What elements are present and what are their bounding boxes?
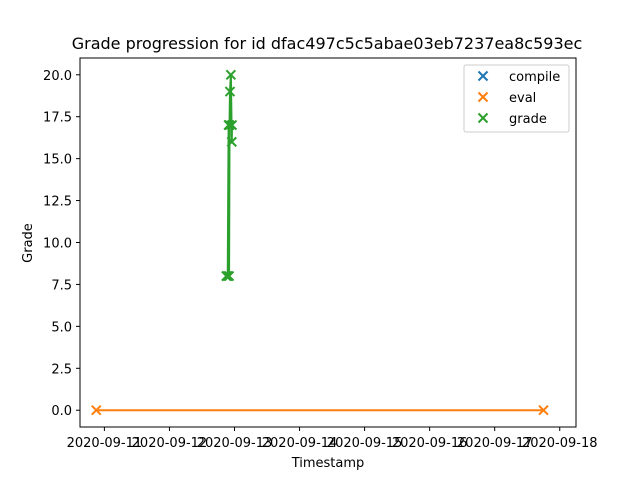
legend-label: eval — [509, 91, 536, 106]
y-tick-label: 10.0 — [43, 237, 72, 252]
legend-marker-compile — [477, 70, 489, 82]
y-tick-label: 20.0 — [43, 69, 72, 84]
data-point-grade — [223, 270, 235, 282]
data-point-grade — [224, 119, 235, 131]
x-tick-label: 2020-09-17 — [457, 436, 533, 451]
x-axis-label: Timestamp — [291, 456, 365, 471]
legend-box — [463, 64, 570, 133]
data-point-grade — [224, 86, 236, 97]
x-tick-label: 2020-09-15 — [327, 436, 403, 451]
x-tick-label: 2020-09-16 — [392, 436, 468, 451]
x-tick-label: 2020-09-14 — [262, 436, 338, 451]
legend-label: compile — [509, 70, 560, 85]
x-tick-label: 2020-09-11 — [67, 436, 143, 451]
plot-marks — [91, 69, 549, 416]
legend: compile eval grade — [463, 64, 570, 133]
x-axis: 2020-09-112020-09-122020-09-132020-09-14… — [67, 427, 598, 451]
y-tick-label: 17.5 — [43, 111, 72, 126]
y-axis: 0.0 2.5 5.0 7.5 10.0 12.5 15.0 17.5 20.0 — [43, 69, 80, 419]
data-point-eval — [91, 405, 102, 416]
y-tick-label: 0.0 — [51, 404, 72, 419]
y-tick-label: 2.5 — [51, 362, 72, 377]
y-tick-label: 5.0 — [51, 320, 72, 335]
data-point-grade — [226, 136, 237, 148]
data-point-grade — [225, 69, 237, 80]
y-tick-label: 12.5 — [43, 195, 72, 210]
chart-title: Grade progression for id dfac497c5c5abae… — [72, 34, 583, 53]
x-tick-label: 2020-09-18 — [522, 436, 598, 451]
x-tick-label: 2020-09-12 — [132, 436, 208, 451]
legend-marker-eval — [477, 91, 489, 103]
data-point-eval — [538, 405, 549, 416]
legend-marker-grade — [477, 112, 489, 124]
legend-label: grade — [509, 112, 547, 127]
x-tick-label: 2020-09-13 — [197, 436, 273, 451]
data-point-grade — [226, 119, 238, 131]
y-tick-label: 7.5 — [51, 278, 72, 293]
y-tick-label: 15.0 — [43, 153, 72, 168]
y-axis-label: Grade — [21, 223, 36, 263]
